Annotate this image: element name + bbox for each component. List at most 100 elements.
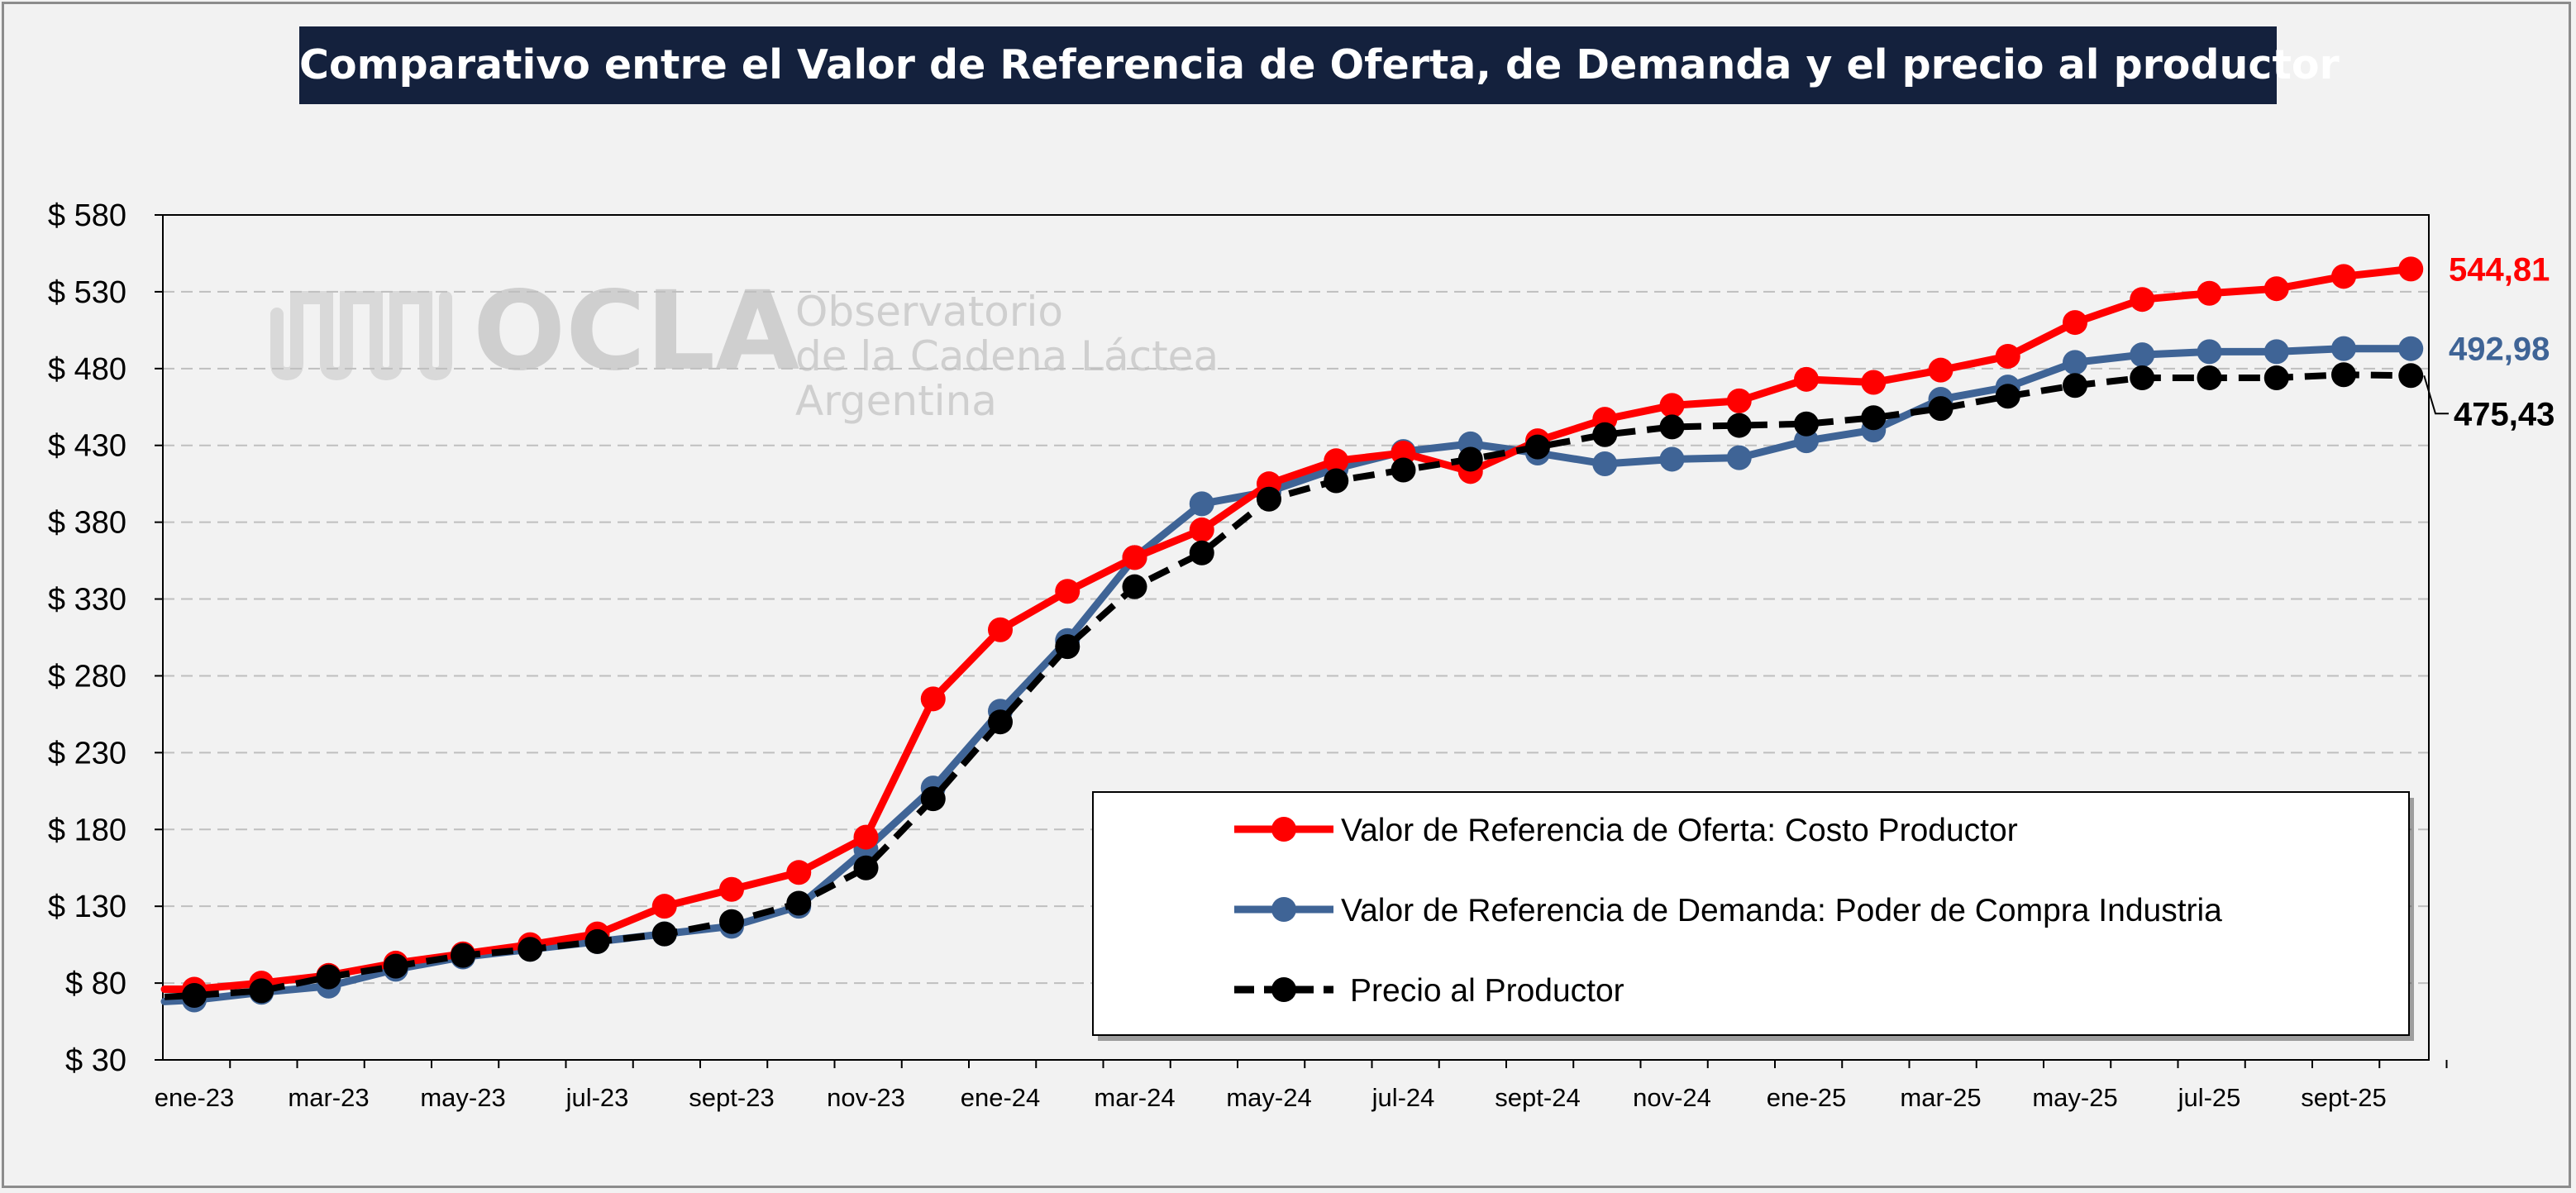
data-point [316,964,341,990]
x-tick-label: jul-24 [1371,1083,1435,1112]
x-tick-label: mar-23 [288,1083,369,1112]
chart-title: Comparativo entre el Valor de Referencia… [299,26,2340,104]
data-point [719,876,744,902]
data-point [584,928,610,954]
data-point [2398,336,2424,361]
x-tick-label: ene-23 [155,1083,235,1112]
data-point [1525,434,1550,460]
data-point [2264,365,2289,390]
data-point [1726,413,1752,438]
data-point [2130,365,2155,390]
x-tick-label: mar-24 [1094,1083,1175,1112]
x-tick-label: may-25 [2032,1083,2117,1112]
data-point [518,937,543,962]
data-point [2063,373,2087,398]
ocla-logo-text: OCLA [473,268,799,395]
data-point [1659,446,1685,472]
legend-swatch-marker [1271,977,1296,1002]
data-point [2063,350,2087,375]
y-tick-label: $ 130 [48,890,126,924]
data-point [786,890,812,916]
x-tick-label: ene-25 [1767,1083,1847,1112]
series-precio [164,362,2424,1008]
x-tick-label: nov-23 [827,1083,905,1112]
data-point [1324,448,1349,474]
y-tick-label: $ 580 [48,198,126,233]
data-point [1324,468,1349,494]
legend: Valor de Referencia de Oferta: Costo Pro… [1092,791,2414,1041]
x-tick-label: sept-25 [2301,1083,2386,1112]
data-point [719,909,744,934]
data-point [1189,540,1214,565]
data-point [1861,405,1887,431]
data-point [786,860,812,885]
legend-label: Valor de Referencia de Demanda: Poder de… [1341,893,2222,928]
series-group [160,256,2424,1013]
data-point [1995,384,2020,409]
legend-item-demanda: Valor de Referencia de Demanda: Poder de… [1234,893,2222,928]
y-tick-label: $ 380 [48,506,126,541]
data-point [1726,388,1752,413]
data-point [1861,370,1887,395]
data-point [2264,339,2289,365]
data-point [1592,422,1618,447]
data-point [2398,256,2424,282]
y-tick-label: $ 280 [48,659,126,694]
data-point [2197,339,2222,365]
data-point [2264,276,2289,302]
y-tick-label: $ 480 [48,352,126,387]
data-point [1659,393,1685,418]
data-point [1794,366,1819,392]
data-point [1257,486,1281,512]
watermark-line-3: Argentina [795,377,997,425]
data-point [383,953,408,979]
end-label-demanda: 492,98 [2449,332,2550,368]
data-point [1592,451,1618,477]
x-tick-label: jul-25 [2178,1083,2241,1112]
data-point [1122,574,1147,599]
legend-swatch-marker [1271,817,1296,842]
data-point [2398,363,2424,389]
data-point [920,686,946,712]
ocla-watermark: OCLA Observatorio de la Cadena Láctea Ar… [270,268,1219,425]
data-point [1055,634,1080,660]
data-point [2130,342,2155,368]
data-point [920,786,946,812]
legend-item-precio: Precio al Productor [1234,973,1624,1009]
data-point [1189,517,1214,542]
x-tick-label: ene-24 [961,1083,1041,1112]
y-axis-labels: $ 30 $ 80 $ 130 $ 180 $ 230 $ 280 $ 330 $ 380 $ … [48,198,163,1078]
data-point [2331,336,2356,361]
x-tick-label: may-23 [420,1083,505,1112]
x-tick-label: sept-23 [689,1083,774,1112]
data-point [1457,446,1483,472]
data-point [2063,310,2087,336]
x-tick-label: jul-23 [565,1083,629,1112]
data-point [988,709,1013,735]
y-tick-label: $ 30 [65,1043,126,1078]
x-axis-labels: ene-23 mar-23 may-23 jul-23 sept-23 nov-23 ene… [155,1060,2448,1112]
data-point [1794,411,1819,437]
legend-label: Precio al Productor [1350,973,1624,1009]
watermark-line-2: de la Cadena Láctea [795,332,1219,380]
x-tick-label: may-24 [1226,1083,1311,1112]
y-tick-label: $ 80 [65,966,126,1001]
data-point [182,982,207,1008]
data-point [651,894,677,919]
end-label-leader [2423,375,2449,415]
data-point [1189,491,1214,517]
data-point [1726,445,1752,470]
data-point [2197,280,2222,306]
data-point [853,855,879,880]
data-point [2331,264,2356,289]
end-label-oferta: 544,81 [2449,251,2550,288]
legend-item-oferta: Valor de Referencia de Oferta: Costo Pro… [1234,813,2018,848]
ocla-logo-icon [270,291,452,381]
watermark-line-1: Observatorio [795,288,1063,336]
end-labels: 544,81 492,98 475,43 [2423,251,2555,432]
data-point [1122,545,1147,570]
y-tick-label: $ 530 [48,275,126,310]
data-point [1055,579,1080,604]
legend-label: Valor de Referencia de Oferta: Costo Pro… [1341,813,2018,848]
data-point [2331,362,2356,388]
